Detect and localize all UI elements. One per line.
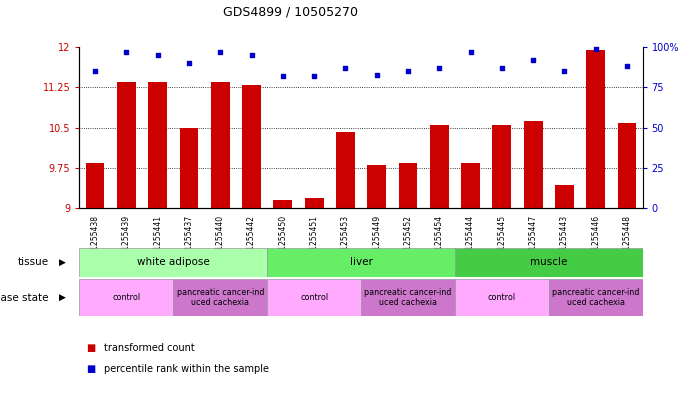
Bar [549,279,643,316]
Text: pancreatic cancer-ind
uced cachexia: pancreatic cancer-ind uced cachexia [364,288,452,307]
Text: ■: ■ [86,364,95,375]
Text: transformed count: transformed count [104,343,194,353]
Text: control: control [300,293,328,302]
Bar [149,82,167,208]
Point [340,65,351,71]
Bar [493,125,511,208]
Point [309,73,320,79]
Point [434,65,445,71]
Bar [524,121,542,208]
Text: percentile rank within the sample: percentile rank within the sample [104,364,269,375]
Point [590,46,601,52]
Point [215,49,226,55]
Bar [455,248,643,277]
Bar [461,163,480,208]
Point [277,73,288,79]
Point [528,57,539,63]
Point [121,49,132,55]
Text: white adipose: white adipose [137,257,209,267]
Bar [173,279,267,316]
Bar [211,82,229,208]
Point [402,68,413,75]
Point [496,65,507,71]
Point [371,72,382,78]
Point [465,49,476,55]
Bar [336,132,354,208]
Bar [430,125,448,208]
Point [183,60,194,66]
Bar [455,279,549,316]
Text: tissue: tissue [17,257,48,267]
Text: pancreatic cancer-ind
uced cachexia: pancreatic cancer-ind uced cachexia [177,288,264,307]
Text: ▶: ▶ [59,293,66,302]
Bar [586,50,605,208]
Text: ■: ■ [86,343,95,353]
Bar [242,85,261,208]
Point [90,68,101,75]
Text: disease state: disease state [0,293,48,303]
Bar [117,82,135,208]
Text: GDS4899 / 10505270: GDS4899 / 10505270 [223,6,358,19]
Bar [267,248,455,277]
Text: liver: liver [350,257,372,267]
Point [559,68,570,75]
Text: pancreatic cancer-ind
uced cachexia: pancreatic cancer-ind uced cachexia [552,288,639,307]
Bar [267,279,361,316]
Bar [180,128,198,208]
Bar [79,279,173,316]
Bar [399,163,417,208]
Bar [86,163,104,208]
Point [621,63,632,70]
Bar [79,248,267,277]
Bar [368,165,386,208]
Bar [555,185,574,208]
Point [152,52,163,58]
Text: control: control [488,293,516,302]
Bar [361,279,455,316]
Bar [618,123,636,208]
Text: muscle: muscle [530,257,567,267]
Text: ▶: ▶ [59,258,66,267]
Bar [274,200,292,208]
Bar [305,198,323,208]
Point [246,52,257,58]
Text: control: control [113,293,140,302]
